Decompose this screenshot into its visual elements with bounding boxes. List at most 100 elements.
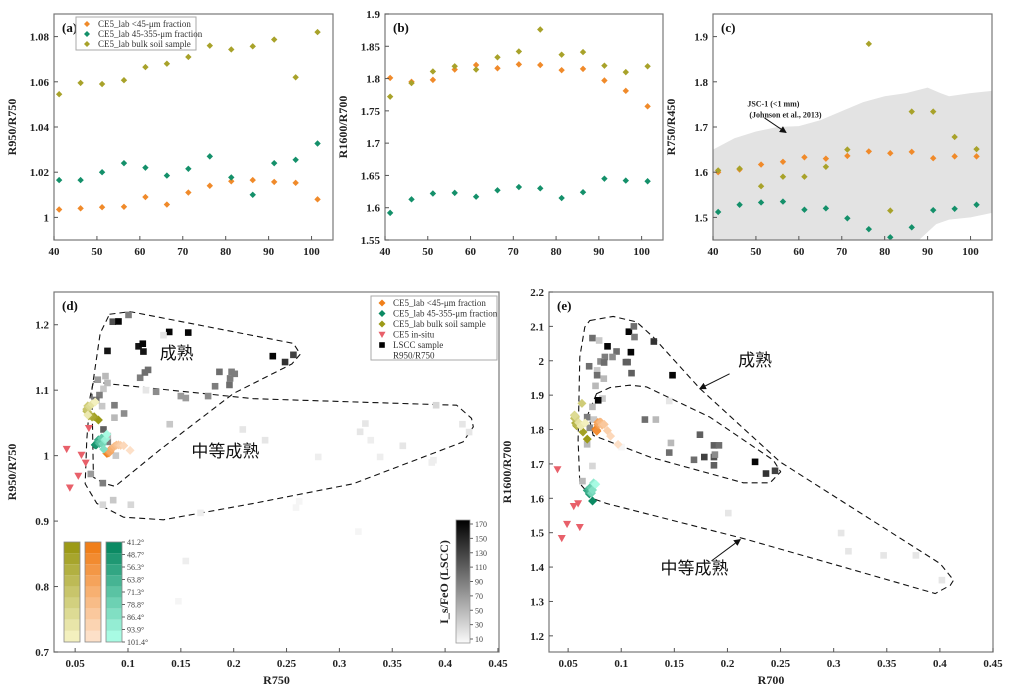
y-tick-label: 2.2 <box>530 287 544 299</box>
x-tick-label: 80 <box>879 246 891 258</box>
y-tick-label: 1 <box>44 212 50 224</box>
series-point <box>622 177 629 184</box>
x-tick-label: 0.45 <box>488 658 508 670</box>
legend-item: CE5_lab 45-355-μm fraction <box>393 309 498 319</box>
series-point <box>844 152 851 160</box>
series-point <box>292 179 299 187</box>
panel-label: (a) <box>62 20 77 35</box>
lscc-point <box>628 369 635 377</box>
series-point <box>558 194 565 202</box>
colorbar-label: 30 <box>475 621 483 630</box>
lscc-point <box>290 351 297 359</box>
series-point <box>142 63 149 71</box>
colorbar-label: 41.2° <box>127 538 144 547</box>
series-point <box>185 53 192 61</box>
series-point <box>408 196 415 203</box>
panel-label: (b) <box>393 20 409 35</box>
lscc-point <box>593 367 601 374</box>
y-tick-label: 1.02 <box>30 167 50 179</box>
series-point <box>386 209 394 217</box>
colorbar-cell <box>106 608 122 620</box>
lscc-point <box>96 391 103 399</box>
y-tick-label: 1.04 <box>30 122 50 134</box>
series-point <box>472 66 480 73</box>
lscc-point <box>652 416 660 423</box>
series-point <box>951 205 958 213</box>
lscc-point <box>99 501 107 509</box>
lscc-point <box>204 392 212 400</box>
x-tick-label: 0.35 <box>877 658 897 670</box>
legend-marker <box>84 31 90 37</box>
colorbar-cell <box>64 575 80 587</box>
panel-c: JSC-1 (<1 mm) (Johnson et al., 2013) 40 50 6… <box>664 13 993 258</box>
series-point <box>270 178 278 186</box>
lscc-point <box>710 442 718 449</box>
lscc-point <box>641 416 649 423</box>
series-point <box>451 66 458 73</box>
lscc-point <box>376 453 384 461</box>
series-point <box>951 153 958 160</box>
series-point <box>887 150 894 157</box>
series-point <box>887 207 894 214</box>
plot-frame <box>548 291 994 653</box>
x-tick-label: 70 <box>508 246 520 258</box>
lscc-point <box>182 394 190 402</box>
y-tick-label: 1.6 <box>366 203 380 215</box>
series-point <box>386 74 394 82</box>
panel-label: (c) <box>721 20 735 35</box>
lscc-point <box>589 403 596 411</box>
y-tick-label: 1.5 <box>530 528 544 540</box>
series-point <box>865 148 873 155</box>
angle-colorbars: 41.2° 48.7° 56.3° 63.8° 71.3° 78.8° 86.4° 93.9°… <box>63 538 148 647</box>
series-point <box>77 79 84 87</box>
series-point <box>206 42 214 49</box>
lscc-point <box>136 374 144 382</box>
series-point <box>77 205 84 212</box>
series-point <box>185 165 192 173</box>
series-point <box>801 206 808 213</box>
series-point <box>601 62 608 69</box>
ce5-insitu-point <box>84 424 93 433</box>
colorbar-cell <box>85 597 101 609</box>
series-point <box>98 169 106 176</box>
y-tick-label: 1.4 <box>530 562 544 574</box>
lscc-point <box>166 420 174 428</box>
lscc-point <box>216 368 223 376</box>
legend-marker <box>378 310 386 317</box>
colorbar-cell <box>85 564 101 576</box>
lscc-point <box>184 329 192 336</box>
series-point <box>558 66 565 74</box>
series-point <box>386 93 394 100</box>
x-tick-label: 0.3 <box>333 658 347 670</box>
x-tick-label: 0.3 <box>827 658 841 670</box>
lscc-point <box>104 347 111 355</box>
series-point <box>579 48 587 56</box>
lscc-point <box>177 392 185 400</box>
lscc-point <box>625 328 633 336</box>
lscc-point <box>880 552 887 559</box>
series-point <box>865 40 873 48</box>
series-point <box>714 208 722 216</box>
legend-item: CE5_lab bulk soil sample <box>98 39 191 49</box>
colorbar-label: 71.3° <box>127 588 144 597</box>
y-axis-title: R750/R450 <box>664 99 678 156</box>
colorbar-label: 93.9° <box>127 626 144 635</box>
series-point <box>55 91 63 98</box>
ce5-lab-point <box>582 434 592 444</box>
region-arrow <box>698 373 730 390</box>
series-point <box>98 204 106 211</box>
series-point <box>844 215 851 222</box>
y-tick-label: 1.8 <box>366 74 380 86</box>
plot-area <box>62 311 474 605</box>
lscc-point <box>239 426 247 433</box>
series-point <box>973 145 980 153</box>
lscc-point <box>650 338 658 345</box>
lscc-point <box>583 413 591 421</box>
lscc-point <box>109 496 117 504</box>
legend-item: R950/R750 <box>393 351 435 361</box>
colorbar-label: 130 <box>475 549 487 558</box>
series-point <box>929 206 937 214</box>
ce5-insitu-point <box>557 534 566 543</box>
gray-colorbar-title: I_s/FeO (LSCC) <box>437 540 451 624</box>
